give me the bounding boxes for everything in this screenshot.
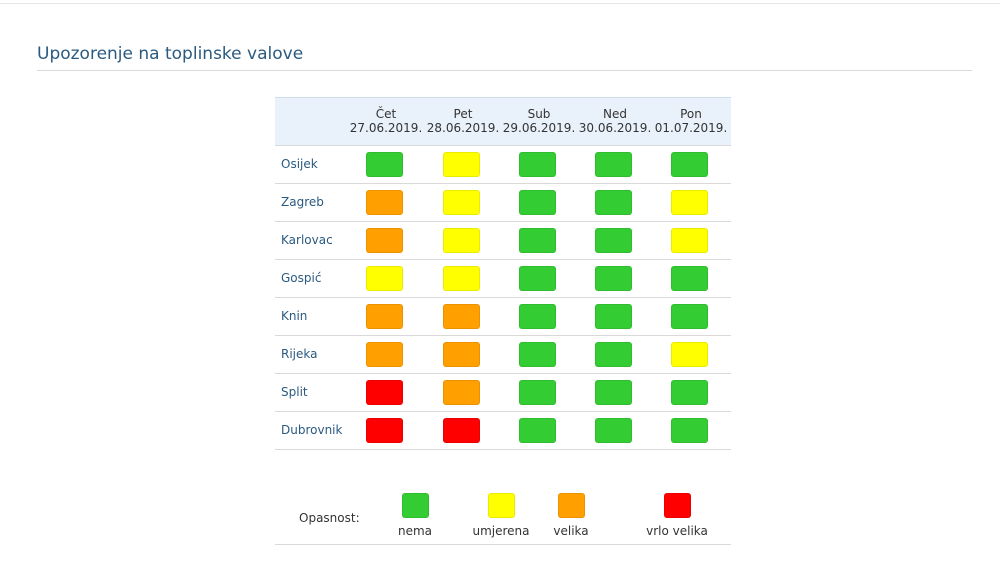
warning-level-cell [595,342,632,367]
column-date: 27.06.2019. [349,121,423,135]
warning-level-cell [595,228,632,253]
table-row: Karlovac [275,222,731,260]
city-name: Rijeka [281,347,318,361]
city-name: Zagreb [281,195,324,209]
legend-item-velika: velika [531,493,611,538]
warning-level-cell [595,380,632,405]
warning-level-cell [366,228,403,253]
table-row: Split [275,374,731,412]
column-day: Ned [603,107,627,121]
danger-legend: Opasnost: nema umjerena velika vrlo velika [275,480,731,545]
warning-level-cell [443,190,480,215]
warning-level-cell [366,152,403,177]
city-name: Dubrovnik [281,423,343,437]
city-name: Osijek [281,157,318,171]
warning-level-cell [595,190,632,215]
warning-level-cell [519,152,556,177]
table-row: Knin [275,298,731,336]
warning-level-cell [671,342,708,367]
legend-item-umjerena: umjerena [461,493,541,538]
warning-level-cell [519,418,556,443]
warning-level-cell [519,304,556,329]
legend-text: vrlo velika [646,524,708,538]
column-header-2: Sub 29.06.2019. [499,107,579,135]
warning-level-cell [671,266,708,291]
city-name: Karlovac [281,233,333,247]
column-day: Pet [453,107,473,121]
column-day: Pon [680,107,702,121]
warning-level-cell [519,342,556,367]
table-row: Rijeka [275,336,731,374]
warning-level-cell [671,380,708,405]
legend-item-vrlo-velika: vrlo velika [637,493,717,538]
warning-level-cell [519,266,556,291]
heatwave-warning-table: Čet 27.06.2019. Pet 28.06.2019. Sub 29.06.201… [275,97,731,450]
warning-level-cell [519,228,556,253]
column-day: Sub [527,107,551,121]
column-date: 28.06.2019. [426,121,500,135]
column-header-1: Pet 28.06.2019. [423,107,503,135]
table-row: Osijek [275,145,731,184]
warning-level-cell [443,418,480,443]
top-divider [0,3,1000,4]
table-row: Gospić [275,260,731,298]
warning-level-cell [671,190,708,215]
warning-level-cell [443,228,480,253]
warning-level-cell [443,304,480,329]
warning-level-cell [671,304,708,329]
column-date: 01.07.2019. [654,121,728,135]
warning-level-cell [671,152,708,177]
warning-level-cell [671,418,708,443]
legend-text: nema [397,524,433,538]
warning-level-cell [443,380,480,405]
warning-level-cell [366,342,403,367]
table-body: Osijek Zagreb Karlovac Gospić Knin Rijeka Spli… [275,145,731,450]
warning-level-cell [366,266,403,291]
page-title: Upozorenje na toplinske valove [37,44,304,65]
legend-text: umjerena [472,524,530,538]
table-row: Zagreb [275,184,731,222]
warning-level-cell [595,266,632,291]
city-name: Gospić [281,271,322,285]
legend-label: Opasnost: [299,511,360,525]
warning-level-cell [595,304,632,329]
table-row: Dubrovnik [275,412,731,450]
legend-swatch [663,493,691,518]
legend-text: velika [553,524,589,538]
column-date: 29.06.2019. [502,121,576,135]
city-name: Split [281,385,308,399]
warning-level-cell [595,418,632,443]
warning-level-cell [519,190,556,215]
column-header-3: Ned 30.06.2019. [575,107,655,135]
warning-level-cell [519,380,556,405]
legend-swatch [401,493,429,518]
column-day: Čet [375,107,397,121]
warning-level-cell [366,304,403,329]
legend-swatch [557,493,585,518]
warning-level-cell [366,190,403,215]
warning-level-cell [443,266,480,291]
warning-level-cell [366,418,403,443]
city-name: Knin [281,309,308,323]
warning-level-cell [366,380,403,405]
column-date: 30.06.2019. [578,121,652,135]
warning-level-cell [671,228,708,253]
column-header-4: Pon 01.07.2019. [651,107,731,135]
warning-level-cell [443,152,480,177]
legend-item-nema: nema [375,493,455,538]
table-header: Čet 27.06.2019. Pet 28.06.2019. Sub 29.06.201… [275,97,731,145]
title-divider [37,70,972,71]
warning-level-cell [595,152,632,177]
legend-swatch [487,493,515,518]
warning-level-cell [443,342,480,367]
column-header-0: Čet 27.06.2019. [346,107,426,135]
